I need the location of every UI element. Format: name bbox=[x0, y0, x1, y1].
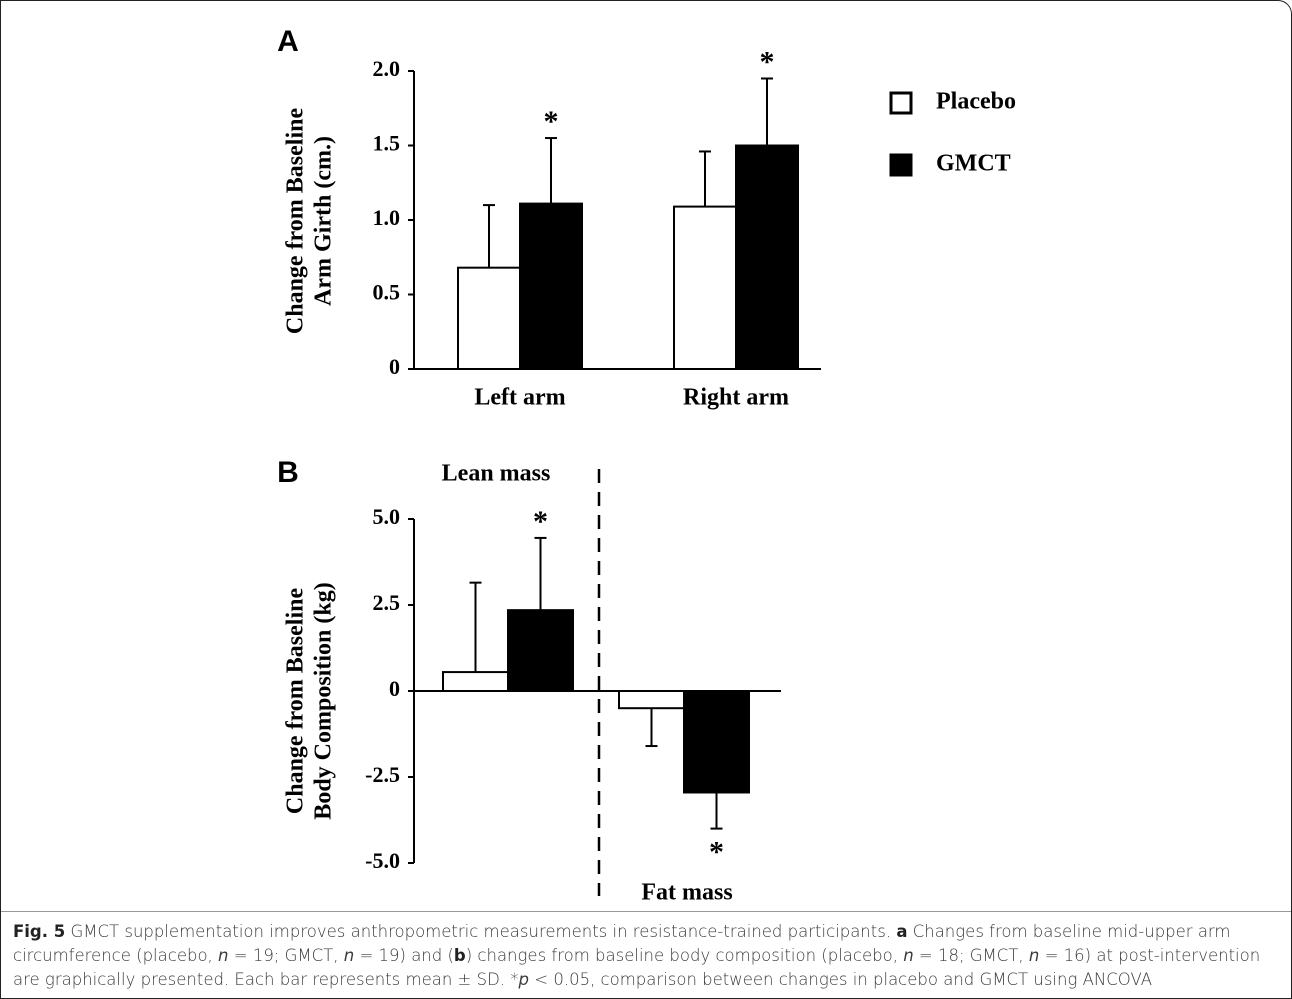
category-label: Lean mass bbox=[442, 461, 551, 487]
bar bbox=[618, 690, 685, 710]
caption: Fig. 5 GMCT supplementation improves ant… bbox=[13, 920, 1279, 992]
y-tick-label: -5.0 bbox=[365, 848, 400, 873]
y-tick-label: 2.5 bbox=[373, 590, 401, 615]
caption-segment: p bbox=[518, 970, 530, 989]
caption-rule bbox=[1, 911, 1291, 912]
bar bbox=[683, 690, 750, 794]
y-axis-label-line: Change from Baseline bbox=[283, 108, 309, 335]
significance-marker: * bbox=[709, 835, 724, 868]
caption-segment: b bbox=[453, 946, 466, 965]
caption-segment: n bbox=[218, 946, 229, 965]
caption-segment: = 18; GMCT, bbox=[913, 946, 1029, 965]
legend-swatch bbox=[889, 91, 913, 115]
y-tick-label: 1.0 bbox=[373, 205, 401, 230]
legend-label: GMCT bbox=[936, 151, 1011, 177]
caption-segment: = 19) and ( bbox=[354, 946, 454, 965]
y-tick-label: 2.0 bbox=[373, 56, 401, 81]
bar bbox=[519, 202, 583, 370]
bar bbox=[673, 205, 737, 370]
caption-segment: n bbox=[1028, 946, 1040, 965]
y-tick-label: 0 bbox=[389, 354, 400, 379]
y-tick-label: -2.5 bbox=[365, 762, 400, 787]
category-label: Right arm bbox=[683, 385, 789, 411]
bar bbox=[507, 609, 574, 692]
caption-segment: n bbox=[903, 946, 914, 965]
caption-segment: GMCT supplementation improves anthropome… bbox=[65, 922, 897, 941]
caption-segment: = 19; GMCT, bbox=[228, 946, 344, 965]
caption-segment: Changes from baseline mid-upper arm circ… bbox=[13, 922, 1231, 965]
y-axis-label: Change from Baseline Body Composition (kg… bbox=[283, 582, 337, 819]
significance-marker: * bbox=[544, 105, 559, 138]
caption-segment: < 0.05, comparison between changes in pl… bbox=[529, 970, 1152, 989]
caption-segment: n bbox=[343, 946, 355, 965]
y-tick-label: 5.0 bbox=[373, 504, 401, 529]
caption-segment: = 16) at post-intervention are graphical… bbox=[13, 946, 1261, 989]
y-tick-label: 0 bbox=[389, 676, 400, 701]
y-axis-label-line: Arm Girth (cm.) bbox=[311, 136, 337, 306]
panel-label: B bbox=[277, 456, 299, 489]
y-tick-label: 0.5 bbox=[373, 280, 401, 305]
y-axis-label: Change from Baseline Arm Girth (cm.) bbox=[283, 108, 337, 335]
bar bbox=[735, 144, 799, 370]
significance-marker: * bbox=[533, 505, 548, 538]
category-label: Fat mass bbox=[641, 880, 732, 906]
caption-segment: a bbox=[896, 922, 908, 941]
legend-swatch bbox=[889, 153, 913, 177]
caption-segment: ) changes from baseline body composition… bbox=[465, 946, 904, 965]
caption-segment: Fig. 5 bbox=[13, 922, 66, 941]
bar bbox=[442, 671, 509, 693]
significance-marker: * bbox=[760, 45, 775, 78]
legend-label: Placebo bbox=[936, 89, 1016, 115]
y-tick-label: 1.5 bbox=[373, 131, 401, 156]
panel-label: A bbox=[277, 25, 299, 58]
y-axis-label-line: Change from Baseline bbox=[283, 588, 309, 815]
category-label: Left arm bbox=[474, 385, 565, 411]
bar bbox=[457, 266, 521, 370]
y-axis-label-line: Body Composition (kg) bbox=[311, 582, 337, 819]
